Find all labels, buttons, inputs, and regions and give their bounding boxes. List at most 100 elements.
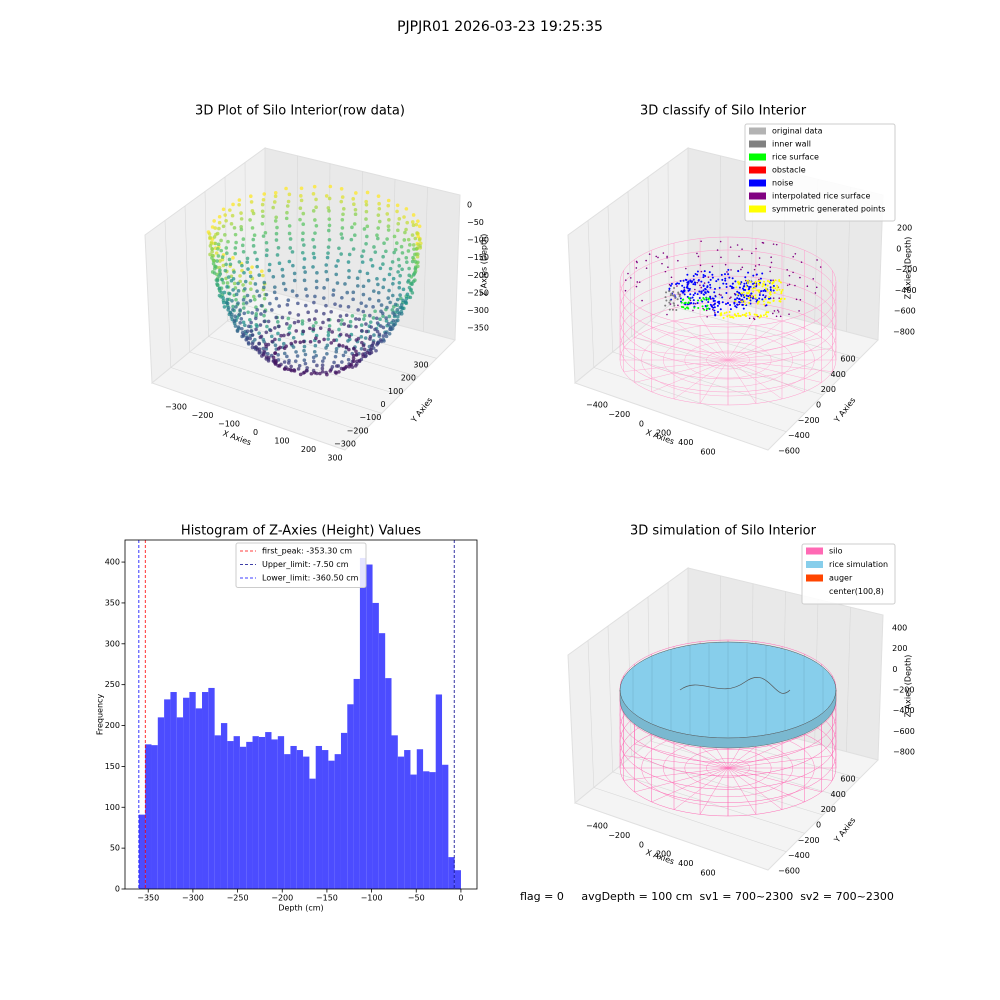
point-cloud xyxy=(262,296,267,301)
point xyxy=(725,311,728,314)
point-cloud xyxy=(314,320,318,325)
point-cloud xyxy=(354,349,358,354)
point-cloud xyxy=(235,329,240,333)
point-cloud xyxy=(230,299,234,303)
point-cloud xyxy=(289,341,294,346)
point-cloud xyxy=(371,305,375,309)
point xyxy=(708,271,711,274)
point-cloud xyxy=(322,337,326,342)
point xyxy=(719,308,722,311)
point-cloud xyxy=(351,197,356,201)
point-cloud xyxy=(251,211,256,216)
point-cloud xyxy=(312,245,317,249)
point-cloud xyxy=(273,343,278,347)
point-cloud xyxy=(406,280,410,284)
point-cloud xyxy=(418,241,423,246)
point xyxy=(765,295,767,297)
point-cloud xyxy=(306,310,310,315)
point xyxy=(764,298,767,301)
point-cloud xyxy=(386,224,391,229)
point xyxy=(688,289,691,292)
y-tick-label: 200 xyxy=(105,721,120,730)
point-cloud xyxy=(295,354,300,358)
point-cloud xyxy=(410,282,414,286)
point-cloud xyxy=(239,211,243,215)
point-cloud xyxy=(374,316,379,321)
point xyxy=(769,279,772,282)
point-cloud xyxy=(347,364,352,369)
point xyxy=(714,311,716,314)
point-cloud xyxy=(333,302,337,306)
point xyxy=(783,297,786,300)
point-cloud xyxy=(231,202,235,207)
bar xyxy=(309,778,316,889)
point-cloud xyxy=(303,352,308,357)
point-cloud xyxy=(295,293,299,298)
bar xyxy=(145,744,152,889)
point-cloud xyxy=(281,274,285,278)
pane-grid xyxy=(359,171,363,316)
point xyxy=(760,315,763,318)
point-cloud xyxy=(353,207,358,212)
point-cloud xyxy=(371,289,376,293)
x-tick-label: −400 xyxy=(586,401,608,410)
point-cloud xyxy=(311,324,316,328)
point xyxy=(682,290,685,293)
point-cloud xyxy=(276,245,281,250)
point xyxy=(754,294,757,297)
point xyxy=(730,315,733,318)
point-cloud xyxy=(414,222,419,227)
z-tick-label: −200 xyxy=(467,271,489,280)
point xyxy=(749,285,752,288)
point-cloud xyxy=(378,266,383,271)
point-cloud xyxy=(386,296,391,300)
point-cloud xyxy=(265,248,269,252)
point-cloud xyxy=(341,344,345,348)
point-cloud xyxy=(344,345,349,350)
point xyxy=(788,274,791,277)
point-cloud xyxy=(327,237,332,242)
point-cloud xyxy=(386,203,391,208)
point-cloud xyxy=(401,287,406,292)
point-cloud xyxy=(300,319,305,323)
point-cloud xyxy=(314,224,319,228)
y-tick-label: 100 xyxy=(388,387,403,396)
point xyxy=(691,296,694,299)
point-cloud xyxy=(217,286,222,290)
point-cloud xyxy=(361,309,366,314)
point-cloud xyxy=(339,186,344,191)
point xyxy=(722,282,725,285)
bar xyxy=(353,678,360,889)
bar xyxy=(359,557,367,889)
point-cloud xyxy=(262,313,266,318)
point-cloud xyxy=(356,336,361,341)
point-cloud xyxy=(345,290,350,295)
point xyxy=(747,295,750,298)
point xyxy=(711,297,714,300)
point-cloud xyxy=(351,353,356,358)
point-cloud xyxy=(329,341,334,345)
point-cloud xyxy=(274,231,279,236)
point-cloud xyxy=(284,216,289,221)
point-cloud xyxy=(241,301,246,306)
bar xyxy=(429,772,436,889)
point-cloud xyxy=(385,237,389,241)
point xyxy=(657,256,659,259)
z-axis-label: Z Axies (Depth) xyxy=(904,237,913,300)
point xyxy=(769,286,772,289)
point xyxy=(765,304,768,307)
point-cloud xyxy=(312,300,316,305)
point-cloud xyxy=(332,360,336,365)
point xyxy=(768,296,771,299)
y-tick-label: −200 xyxy=(798,416,820,425)
point-cloud xyxy=(327,327,332,332)
bar xyxy=(183,697,190,889)
point-cloud xyxy=(287,231,292,236)
point xyxy=(629,277,632,279)
point-cloud xyxy=(281,341,286,346)
point-cloud xyxy=(335,281,340,285)
bar xyxy=(277,736,285,889)
point xyxy=(758,294,761,297)
point xyxy=(706,304,709,307)
point-cloud xyxy=(411,273,416,277)
